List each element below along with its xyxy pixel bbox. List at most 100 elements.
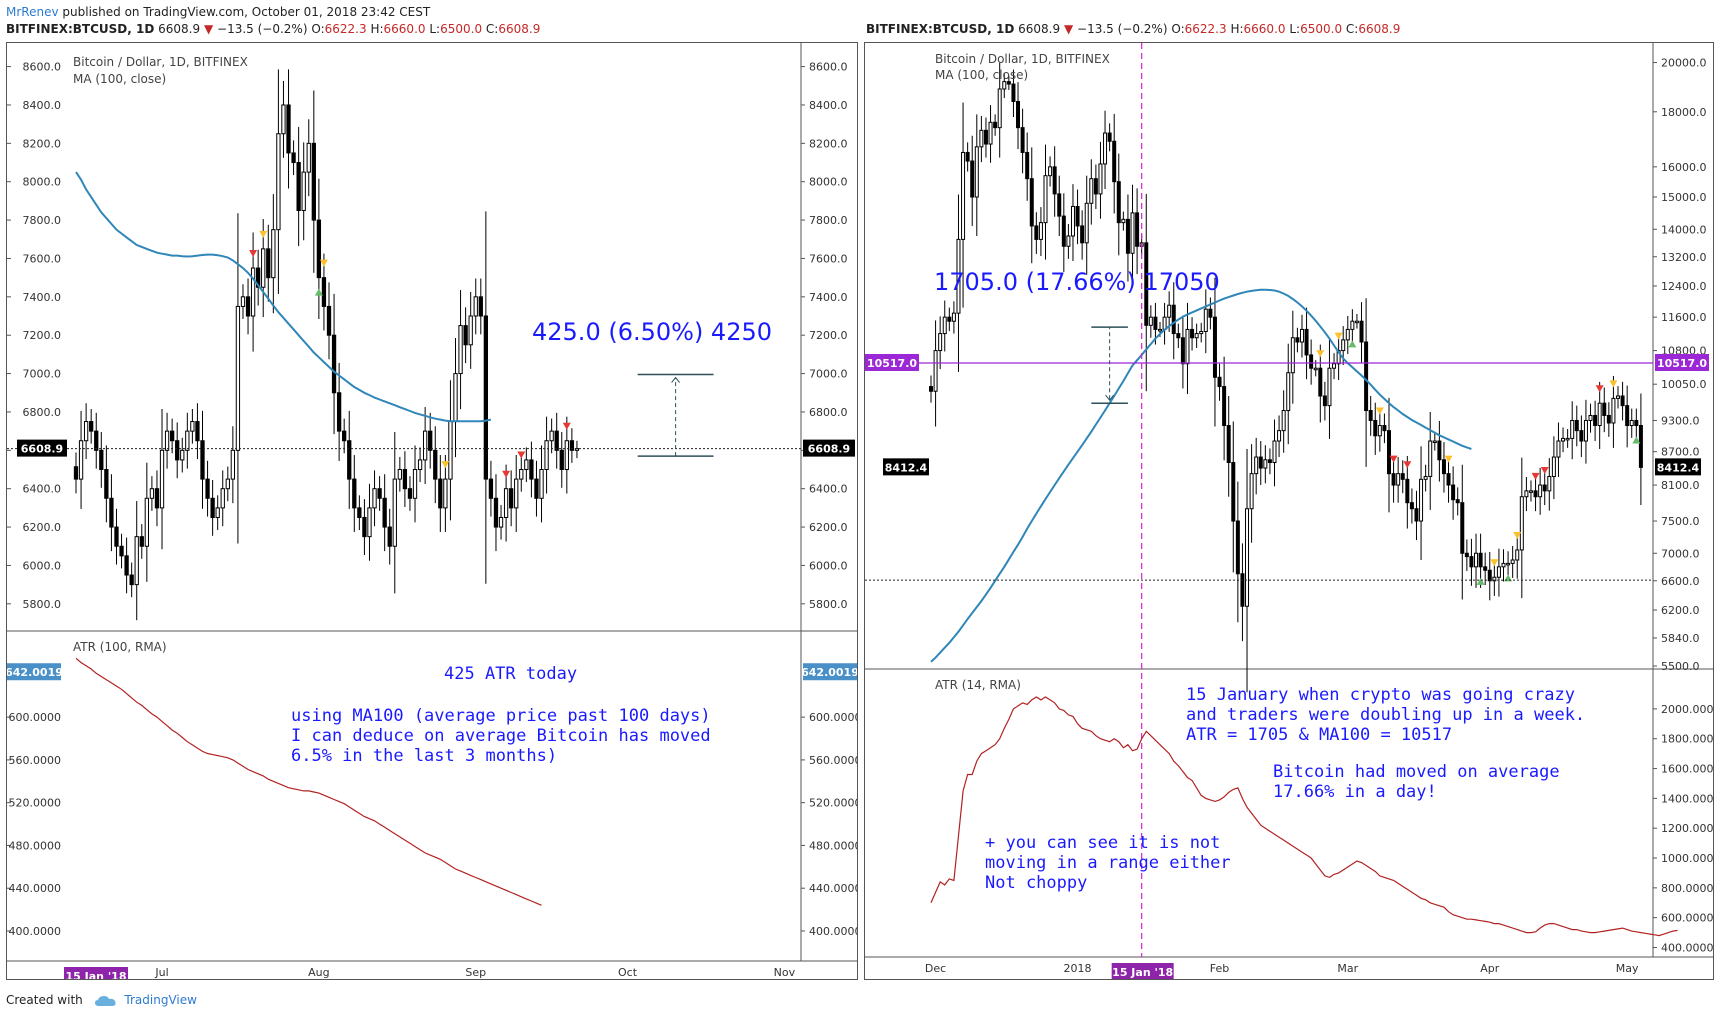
price-tick-label-left: 5800.0 [23, 598, 62, 611]
open-value: 6622.3 [324, 22, 367, 36]
candle-body [463, 325, 468, 346]
candle-body [488, 478, 494, 499]
candle-body [524, 459, 529, 471]
candle-body [1455, 499, 1460, 504]
candle-body [220, 488, 225, 509]
candle-body [367, 507, 372, 538]
candle-body [1583, 419, 1588, 442]
candle-body [316, 219, 322, 279]
candle-body [1556, 440, 1561, 458]
candle-body [1460, 502, 1465, 554]
candle-body [503, 488, 509, 518]
candle-body [1290, 337, 1295, 374]
candle-body [1428, 440, 1433, 477]
candle-body [357, 507, 362, 518]
candle-body [347, 440, 352, 480]
candle-body [1217, 376, 1222, 388]
tradingview-link[interactable]: TradingView [124, 993, 197, 1007]
signal-down-marker [319, 259, 328, 267]
candle-body [938, 333, 943, 352]
candle-body [1295, 337, 1300, 343]
candle-body [1318, 367, 1323, 397]
candle-body [1474, 552, 1479, 568]
candle-body [1043, 175, 1048, 224]
time-axis-label: Aug [308, 966, 329, 979]
left-chart-panel[interactable]: 5800.0 5800.0 6000.0 6000.0 6200.0 6200.0 6400… [6, 42, 858, 980]
candle-body [1167, 304, 1172, 318]
candle-body [974, 146, 979, 198]
atr-tick-label: 1800.0000 [1661, 733, 1713, 746]
candle-body [997, 88, 1002, 129]
candle-body [1240, 573, 1245, 607]
atr-line [75, 657, 542, 906]
candle-body [1034, 225, 1039, 240]
candle-body [493, 497, 499, 528]
candle-body [554, 430, 559, 451]
candle-body [225, 478, 230, 490]
candle-body [1093, 178, 1098, 195]
right-chart-svg[interactable]: 5500.0 5840.0 6200.0 6600.0 7000.0 7500.0 8100… [865, 43, 1713, 979]
price-tick-label-left: 8600.0 [23, 61, 62, 74]
candle-body [286, 104, 291, 154]
ma-line [75, 171, 492, 423]
atr-tick-label: 1400.0000 [1661, 792, 1713, 805]
atr-tick-label: 480.0000 [809, 839, 857, 852]
signal-down-marker [1389, 455, 1398, 463]
candle-body [1382, 425, 1387, 432]
candle-body [438, 478, 443, 509]
left-atr-headline: 425 ATR today [444, 664, 578, 684]
candle-body [1038, 222, 1043, 240]
signal-down-marker [249, 250, 258, 258]
signal-down-marker [1513, 531, 1522, 539]
signal-down-marker [1490, 559, 1499, 567]
candle-body [352, 478, 357, 509]
candle-body [296, 162, 301, 211]
candle-body [1208, 308, 1213, 318]
candle-body [1364, 341, 1369, 412]
candle-body [124, 555, 129, 576]
candle-body [1487, 569, 1492, 582]
price-tick-label: 8000.0 [809, 176, 848, 189]
atr-tick-label: 440.0000 [809, 882, 857, 895]
time-axis-label: Sep [465, 966, 486, 979]
price-tick-label: 18000.0 [1661, 106, 1707, 119]
left-atr-body: using MA100 (average price past 100 days… [291, 706, 711, 766]
candle-body [1112, 140, 1117, 183]
low-label: L: [429, 22, 441, 36]
time-axis-label: May [1616, 962, 1639, 975]
candle-body [261, 248, 266, 288]
candle-body [1180, 337, 1185, 365]
candle-body [1322, 395, 1327, 407]
low-label: L: [1289, 22, 1301, 36]
atr-tick-label: 800.0000 [1661, 882, 1713, 895]
symbol-line-left: BITFINEX:BTCUSD, 1D 6608.9 ▼ −13.5 (−0.2… [6, 21, 540, 38]
candle-body [1359, 320, 1364, 343]
atr-value-badge-right-bg [803, 663, 857, 681]
candle-body [1593, 414, 1598, 427]
candle-body [159, 449, 165, 509]
atr-tick-label: 600.0000 [1661, 912, 1713, 925]
right-chart-panel[interactable]: 5500.0 5840.0 6200.0 6600.0 7000.0 7500.0 8100… [864, 42, 1714, 980]
atr-legend: ATR (14, RMA) [935, 678, 1021, 692]
candle-body [1075, 205, 1080, 227]
author-link[interactable]: MrRenev [6, 5, 59, 19]
close-value: 6608.9 [1358, 22, 1401, 36]
candle-body [336, 392, 342, 432]
symbol-name: BITFINEX:BTCUSD, 1D [6, 22, 155, 36]
candle-body [129, 574, 134, 586]
left-chart-svg[interactable]: 5800.0 5800.0 6000.0 6000.0 6200.0 6200.0 6400… [7, 43, 857, 979]
atr-tick-label: 400.0000 [809, 925, 857, 938]
candle-body [961, 151, 966, 240]
signal-down-marker [517, 451, 526, 459]
candle-body [1286, 372, 1291, 412]
price-tick-label: 5840.0 [1661, 632, 1700, 645]
candle-body [180, 449, 185, 461]
price-tick-label-left: 6200.0 [23, 521, 62, 534]
candle-body [1277, 430, 1282, 442]
price-tick-label: 6800.0 [809, 406, 848, 419]
candle-body [979, 129, 984, 148]
candle-body [89, 421, 94, 432]
candle-body [1588, 414, 1593, 421]
candle-body [1629, 419, 1634, 427]
candle-body [569, 440, 575, 451]
